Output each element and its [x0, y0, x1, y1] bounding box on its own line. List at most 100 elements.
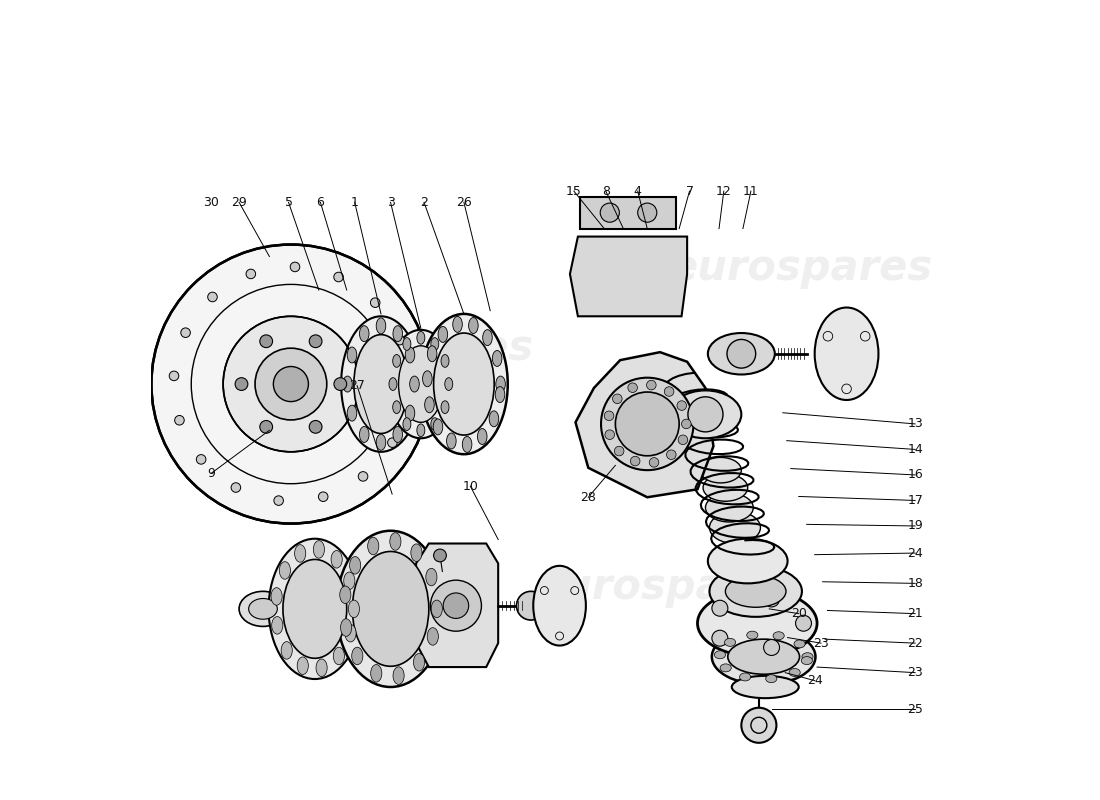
Ellipse shape	[352, 647, 363, 665]
Ellipse shape	[405, 405, 415, 421]
Ellipse shape	[343, 376, 352, 392]
Circle shape	[630, 456, 640, 466]
Text: 3: 3	[386, 196, 395, 209]
Ellipse shape	[444, 378, 453, 390]
Ellipse shape	[697, 590, 817, 657]
Text: 7: 7	[685, 185, 693, 198]
Circle shape	[615, 392, 679, 456]
Circle shape	[387, 438, 397, 447]
Circle shape	[615, 446, 624, 456]
Text: 13: 13	[908, 418, 923, 430]
Text: 11: 11	[742, 185, 759, 198]
Text: 24: 24	[908, 546, 923, 559]
Ellipse shape	[403, 338, 411, 350]
Text: 30: 30	[204, 196, 219, 209]
Ellipse shape	[766, 674, 777, 682]
Circle shape	[208, 292, 218, 302]
Circle shape	[605, 430, 615, 439]
Circle shape	[309, 335, 322, 348]
Ellipse shape	[410, 544, 422, 562]
Ellipse shape	[343, 572, 355, 590]
Ellipse shape	[495, 386, 505, 402]
Text: 21: 21	[908, 607, 923, 620]
Circle shape	[223, 316, 359, 452]
Ellipse shape	[725, 638, 736, 646]
Circle shape	[727, 339, 756, 368]
Ellipse shape	[341, 618, 352, 636]
Ellipse shape	[710, 566, 802, 617]
Ellipse shape	[360, 426, 368, 442]
Ellipse shape	[360, 326, 368, 342]
Ellipse shape	[477, 429, 487, 445]
Ellipse shape	[349, 600, 360, 618]
Ellipse shape	[268, 538, 361, 679]
Ellipse shape	[333, 647, 344, 665]
Circle shape	[260, 335, 273, 348]
Circle shape	[403, 395, 411, 405]
Ellipse shape	[431, 418, 439, 430]
Text: 12: 12	[716, 185, 732, 198]
Ellipse shape	[282, 642, 293, 659]
Ellipse shape	[354, 334, 408, 434]
Text: eurospares: eurospares	[670, 247, 933, 290]
Ellipse shape	[420, 314, 508, 454]
Circle shape	[196, 454, 206, 464]
Ellipse shape	[426, 568, 437, 586]
Text: eurospares: eurospares	[271, 327, 535, 369]
Ellipse shape	[725, 575, 786, 607]
Circle shape	[638, 203, 657, 222]
Ellipse shape	[747, 631, 758, 639]
Ellipse shape	[283, 559, 346, 658]
Circle shape	[255, 348, 327, 420]
Ellipse shape	[708, 333, 774, 374]
Ellipse shape	[801, 657, 813, 665]
Circle shape	[175, 415, 184, 425]
Circle shape	[334, 378, 346, 390]
Ellipse shape	[340, 586, 351, 603]
Ellipse shape	[732, 676, 799, 698]
Text: 23: 23	[813, 637, 829, 650]
Ellipse shape	[352, 551, 429, 666]
Ellipse shape	[249, 598, 277, 619]
Ellipse shape	[433, 333, 494, 435]
Text: 23: 23	[908, 666, 923, 679]
Circle shape	[274, 496, 284, 506]
Ellipse shape	[348, 405, 356, 421]
Circle shape	[443, 593, 469, 618]
Circle shape	[613, 394, 623, 403]
Circle shape	[647, 380, 656, 390]
Text: 22: 22	[908, 637, 923, 650]
Circle shape	[679, 435, 688, 445]
Ellipse shape	[348, 347, 356, 363]
Text: 6: 6	[317, 196, 324, 209]
Ellipse shape	[739, 673, 750, 681]
Circle shape	[125, 378, 138, 390]
Ellipse shape	[350, 557, 361, 574]
Ellipse shape	[387, 330, 454, 438]
Ellipse shape	[815, 307, 879, 400]
Ellipse shape	[422, 371, 432, 386]
Text: 14: 14	[908, 443, 923, 456]
Circle shape	[741, 708, 777, 743]
Circle shape	[664, 386, 674, 396]
Circle shape	[404, 379, 412, 389]
Circle shape	[795, 615, 812, 631]
Circle shape	[667, 450, 676, 459]
Text: 28: 28	[581, 490, 596, 504]
Ellipse shape	[393, 326, 403, 342]
Ellipse shape	[316, 659, 327, 677]
Circle shape	[601, 203, 619, 222]
Text: 18: 18	[908, 577, 923, 590]
Ellipse shape	[728, 639, 800, 674]
Ellipse shape	[376, 318, 386, 334]
Ellipse shape	[496, 376, 505, 392]
Circle shape	[712, 600, 728, 616]
Ellipse shape	[337, 530, 444, 687]
Text: 2: 2	[420, 196, 428, 209]
Circle shape	[235, 378, 248, 390]
Ellipse shape	[433, 419, 443, 435]
Ellipse shape	[428, 346, 437, 362]
Circle shape	[274, 366, 308, 402]
Ellipse shape	[417, 331, 425, 344]
Ellipse shape	[773, 632, 784, 640]
